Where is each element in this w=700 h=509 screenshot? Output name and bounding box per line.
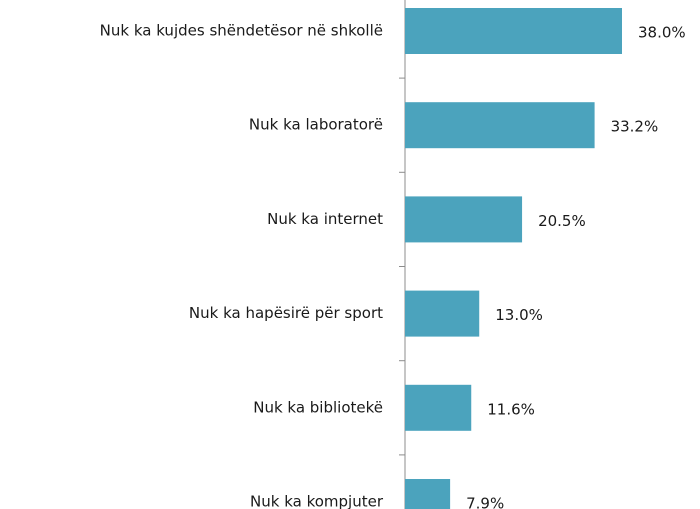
bar	[405, 290, 480, 337]
category-label: Nuk ka internet	[267, 210, 383, 228]
bar	[405, 479, 451, 509]
bar	[405, 102, 595, 149]
bar	[405, 196, 523, 243]
value-label: 38.0%	[638, 24, 686, 42]
category-label: Nuk ka kompjuter	[250, 493, 384, 509]
category-label: Nuk ka bibliotekë	[253, 398, 383, 416]
value-label: 7.9%	[466, 495, 504, 509]
value-label: 13.0%	[495, 306, 543, 324]
value-label: 11.6%	[487, 400, 535, 418]
category-label: Nuk ka laboratorë	[249, 116, 383, 134]
category-label: Nuk ka kujdes shëndetësor në shkollë	[100, 22, 383, 40]
category-label: Nuk ka hapësirë për sport	[189, 304, 383, 322]
value-label: 33.2%	[611, 118, 659, 136]
bar	[405, 8, 622, 54]
bar	[405, 384, 472, 431]
value-label: 20.5%	[538, 212, 586, 230]
